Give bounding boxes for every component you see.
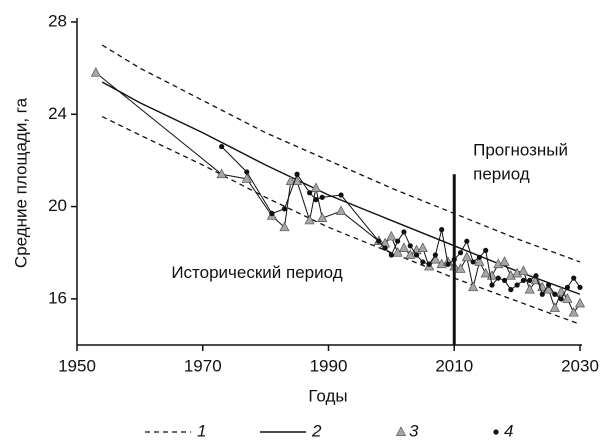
dot-marker	[420, 259, 426, 265]
dot-marker	[294, 171, 300, 177]
dot-marker	[558, 296, 564, 302]
legend-label: 1	[197, 421, 206, 440]
dot-marker	[577, 284, 583, 290]
y-tick-label: 28	[48, 11, 67, 30]
triangle-marker	[279, 221, 290, 232]
dot-marker	[395, 238, 401, 244]
triangle-marker	[304, 214, 315, 225]
triangle-marker	[556, 286, 567, 296]
triangle-marker	[285, 175, 296, 186]
x-tick-label: 1950	[58, 356, 96, 375]
dot-marker	[470, 259, 476, 265]
dot-marker	[508, 287, 514, 293]
dot-marker	[495, 275, 501, 281]
dot-marker	[426, 261, 432, 267]
x-tick-label: 2010	[435, 356, 473, 375]
triangle-marker	[417, 242, 428, 252]
triangle-marker	[480, 267, 491, 278]
dot-marker	[564, 284, 571, 290]
legend-label: 2	[311, 421, 322, 440]
legend-symbol	[493, 429, 499, 435]
triangle-marker	[317, 212, 328, 222]
annotation: Прогнозный	[473, 141, 568, 160]
y-tick-label: 16	[48, 288, 67, 307]
dot-marker	[514, 282, 520, 288]
legend-label: 3	[409, 421, 419, 440]
triangle-marker	[549, 302, 560, 312]
dot-marker	[445, 261, 451, 267]
dot-marker	[476, 254, 482, 260]
dot-marker	[501, 277, 508, 283]
triangle-marker	[574, 297, 586, 308]
triangle-marker	[398, 242, 410, 252]
x-axis-label: Годы	[308, 386, 347, 405]
triangle-marker	[455, 263, 466, 273]
triangle-marker	[216, 168, 227, 179]
triangle-marker	[335, 205, 347, 216]
legend-symbol	[395, 426, 407, 436]
dot-marker	[401, 229, 407, 235]
dot-marker	[281, 206, 288, 212]
y-tick-label: 24	[48, 104, 67, 123]
dot-marker	[319, 194, 325, 200]
dot-marker	[533, 273, 539, 279]
triangle-marker	[562, 293, 573, 303]
dot-marker	[244, 169, 250, 175]
x-tick-label: 1970	[184, 356, 222, 375]
dot-marker	[382, 245, 388, 251]
dot-marker	[376, 238, 382, 244]
dot-marker	[539, 291, 545, 297]
triangle-marker	[310, 182, 322, 192]
y-tick-label: 20	[48, 196, 67, 215]
x-tick-label: 1990	[310, 356, 348, 375]
dot-marker	[439, 227, 445, 233]
dot-marker	[464, 238, 470, 244]
x-tick-label: 2030	[561, 356, 599, 375]
dot-marker	[483, 247, 489, 254]
dot-marker	[413, 252, 420, 258]
annotation: период	[473, 165, 530, 184]
triangle-marker	[461, 251, 472, 262]
dot-marker	[527, 277, 533, 283]
dot-marker	[269, 210, 275, 217]
triangle-marker	[90, 67, 101, 77]
dot-marker	[388, 252, 394, 258]
triangle-marker	[568, 306, 579, 317]
dot-marker	[407, 243, 413, 249]
dot-marker	[432, 252, 438, 258]
bound-line	[101, 44, 581, 263]
triangle-marker	[392, 246, 403, 257]
triangle-marker	[474, 256, 485, 266]
y-axis-label: Средние площади, га	[11, 97, 30, 268]
dot-marker	[552, 291, 558, 297]
legend-label: 4	[504, 421, 513, 440]
dot-marker	[520, 277, 527, 283]
dot-marker	[457, 250, 464, 256]
dot-marker	[489, 282, 495, 288]
triangle-marker	[468, 281, 479, 292]
triangle-marker	[386, 230, 397, 241]
dot-marker	[338, 192, 344, 198]
triangle-marker	[405, 249, 416, 259]
dot-marker	[313, 197, 319, 203]
triangle-marker	[524, 283, 535, 294]
bound-line	[101, 116, 581, 325]
annotation: Исторический период	[171, 263, 342, 282]
dot-marker	[307, 190, 313, 196]
dot-marker	[219, 143, 225, 150]
triangle-marker	[241, 173, 252, 183]
dot-marker	[571, 275, 577, 281]
triangle-marker	[518, 265, 529, 276]
triangle-marker	[499, 256, 510, 266]
dot-marker	[545, 282, 552, 288]
